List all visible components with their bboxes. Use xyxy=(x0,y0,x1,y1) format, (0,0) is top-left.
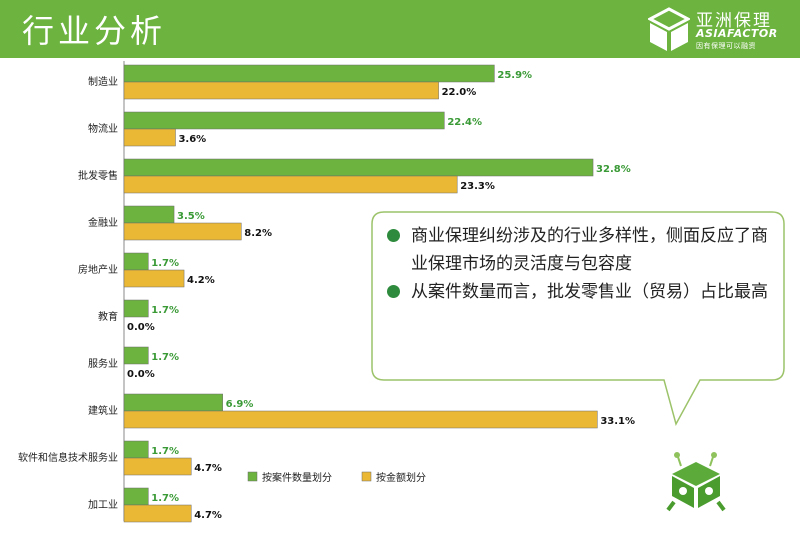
value-label: 23.3% xyxy=(460,181,495,192)
value-label: 1.7% xyxy=(151,493,179,504)
value-label: 4.2% xyxy=(187,275,215,286)
mascot-icon xyxy=(666,452,726,512)
amount-bar xyxy=(123,504,192,523)
logo-english-name: ASIAFACTOR xyxy=(696,27,778,40)
header-bar: 行业分析 亚洲保理 ASIAFACTOR 因有保理可以融资 xyxy=(0,0,800,58)
amount-bar xyxy=(123,128,176,147)
value-label: 1.7% xyxy=(151,258,179,269)
value-label: 8.2% xyxy=(244,228,272,239)
value-label: 33.1% xyxy=(600,416,635,427)
value-label: 1.7% xyxy=(151,352,179,363)
category-label: 建筑业 xyxy=(88,404,118,417)
case-count-bar xyxy=(123,346,149,365)
legend-swatch xyxy=(361,471,372,482)
category-label: 制造业 xyxy=(88,75,118,88)
value-label: 25.9% xyxy=(497,70,532,81)
chart-legend: 按案件数量划分 按金额划分 xyxy=(247,471,426,484)
value-label: 22.0% xyxy=(442,87,477,98)
value-label: 4.7% xyxy=(194,463,222,474)
category-label: 房地产业 xyxy=(78,263,118,276)
category-label: 物流业 xyxy=(88,122,118,135)
callout-bullet-text: 商业保理纠纷涉及的行业多样性，侧面反应了商业保理市场的灵活度与包容度 xyxy=(411,226,768,274)
bullet-dot-icon xyxy=(387,285,400,298)
amount-bar xyxy=(123,175,458,194)
logo-chinese-name: 亚洲保理 xyxy=(696,11,772,31)
value-label: 4.7% xyxy=(194,510,222,521)
amount-bar xyxy=(123,410,598,429)
category-label: 教育 xyxy=(98,310,118,323)
callout-bullet-text: 从案件数量而言，批发零售业（贸易）占比最高 xyxy=(411,282,768,302)
category-label: 服务业 xyxy=(88,357,118,370)
callout-bullet: 商业保理纠纷涉及的行业多样性，侧面反应了商业保理市场的灵活度与包容度 xyxy=(385,222,780,278)
callout-text: 商业保理纠纷涉及的行业多样性，侧面反应了商业保理市场的灵活度与包容度 从案件数量… xyxy=(385,222,780,306)
legend-label: 按金额划分 xyxy=(376,471,426,484)
category-label: 金融业 xyxy=(88,216,118,229)
value-label: 1.7% xyxy=(151,446,179,457)
amount-bar xyxy=(123,81,439,100)
category-label: 加工业 xyxy=(88,499,118,511)
industry-bar-chart: 制造业 25.9% 22.0% 物流业 22.4% 3.6% 批发零售 32.8% 23.3% 金… xyxy=(18,61,635,523)
value-label: 0.0% xyxy=(127,369,155,380)
value-label: 32.8% xyxy=(596,164,631,175)
legend-label: 按案件数量划分 xyxy=(262,471,332,484)
case-count-bar xyxy=(123,111,445,130)
callout-bullet: 从案件数量而言，批发零售业（贸易）占比最高 xyxy=(385,278,780,306)
value-label: 6.9% xyxy=(226,399,254,410)
page-title: 行业分析 xyxy=(22,12,167,50)
amount-bar xyxy=(123,222,242,241)
value-label: 3.5% xyxy=(177,211,205,222)
category-label: 批发零售 xyxy=(78,169,118,182)
logo-slogan: 因有保理可以融资 xyxy=(696,42,756,50)
legend-swatch xyxy=(247,471,258,482)
case-count-bar xyxy=(123,299,149,318)
value-label: 0.0% xyxy=(127,322,155,333)
value-label: 22.4% xyxy=(447,117,482,128)
value-label: 3.6% xyxy=(178,134,206,145)
cube-logo-icon xyxy=(648,7,690,51)
value-label: 1.7% xyxy=(151,305,179,316)
callout-shape xyxy=(371,211,785,426)
bullet-dot-icon xyxy=(387,229,400,242)
amount-bar xyxy=(123,269,185,288)
category-label: 软件和信息技术服务业 xyxy=(18,451,118,464)
amount-bar xyxy=(123,457,192,476)
